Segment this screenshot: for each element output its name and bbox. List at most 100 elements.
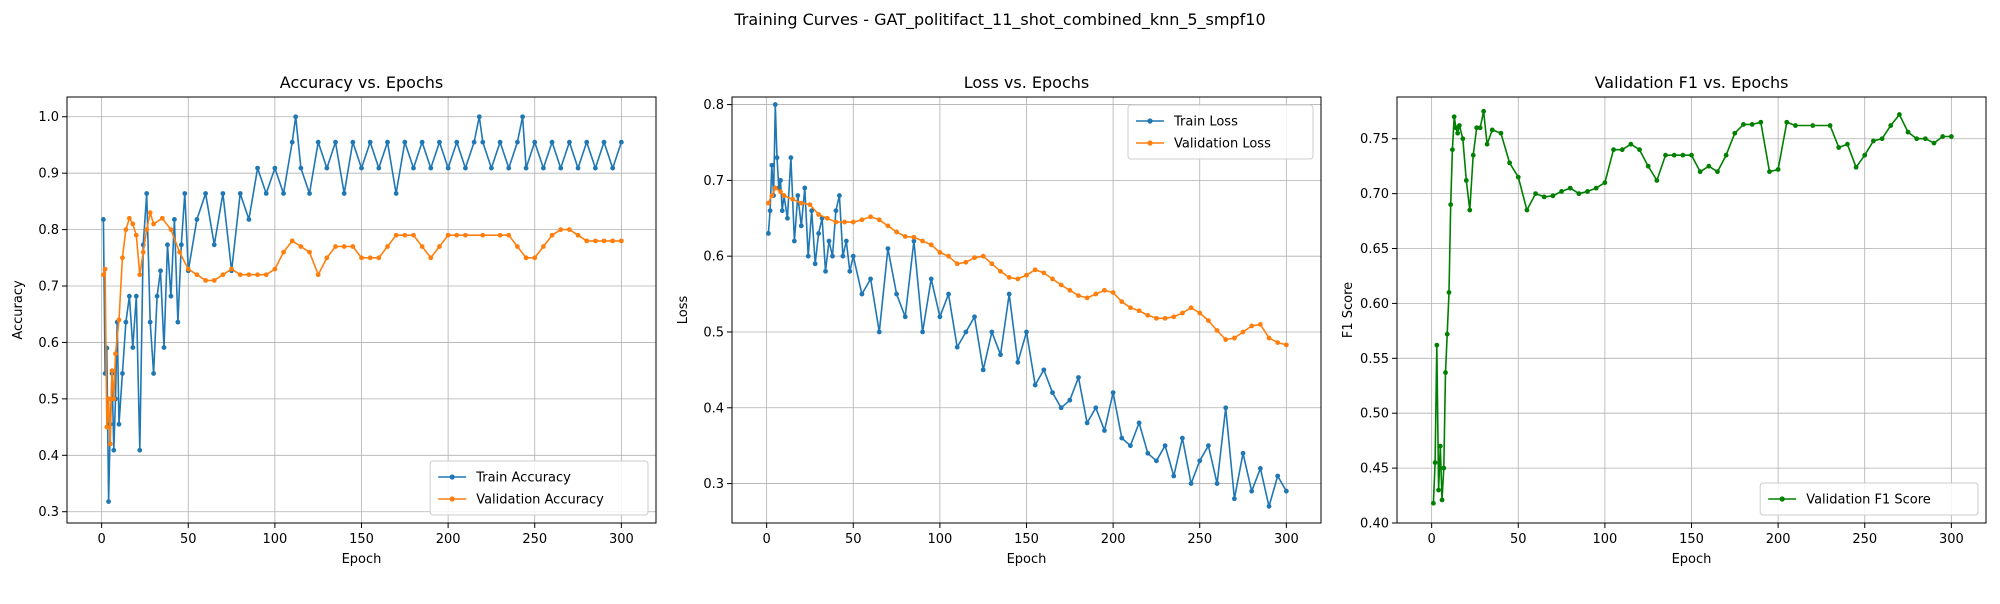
data-point: [113, 351, 118, 357]
data-point: [1430, 500, 1436, 506]
data-point: [1450, 147, 1455, 153]
data-point: [540, 244, 546, 249]
data-point: [140, 249, 146, 255]
data-point: [850, 253, 856, 259]
data-point: [1741, 122, 1746, 127]
data-point: [1240, 329, 1246, 335]
data-point: [168, 293, 174, 299]
data-point: [144, 227, 150, 232]
data-point: [1119, 299, 1125, 305]
y-tick-label: 0.4: [703, 401, 724, 416]
data-point: [1879, 136, 1885, 142]
y-tick-label: 0.55: [1360, 352, 1389, 367]
legend-label: Validation Loss: [1174, 137, 1271, 152]
data-point: [298, 165, 304, 171]
data-point: [445, 165, 451, 171]
data-point: [540, 165, 546, 171]
data-point: [1628, 141, 1634, 147]
data-point: [393, 191, 399, 196]
data-point: [376, 255, 382, 261]
data-point: [324, 165, 330, 171]
data-point: [489, 165, 494, 171]
data-point: [1836, 145, 1842, 150]
data-point: [805, 253, 811, 259]
data-point: [229, 266, 234, 272]
data-point: [1240, 450, 1246, 456]
data-point: [937, 249, 943, 255]
data-point: [1266, 503, 1272, 509]
data-point: [1102, 287, 1107, 293]
data-point: [1550, 193, 1556, 199]
data-point: [826, 238, 832, 244]
data-point: [315, 139, 321, 145]
data-point: [1205, 318, 1211, 324]
data-point: [1006, 291, 1012, 297]
chart-panel-1: 0 50 100 150 200 250 300 0.3 0.4 0.5 0.6 0.7 0.8 0.9 1…: [11, 73, 657, 567]
data-point: [575, 165, 581, 171]
data-point: [1136, 420, 1142, 426]
data-point: [928, 276, 934, 282]
data-point: [211, 242, 217, 248]
data-point: [1076, 293, 1081, 298]
data-point: [1093, 405, 1099, 411]
data-point: [1896, 112, 1902, 117]
series-line: [767, 103, 1288, 508]
data-point: [411, 165, 416, 171]
data-point: [1567, 185, 1573, 191]
data-point: [902, 314, 908, 320]
y-tick-label: 0.7: [703, 174, 724, 189]
data-point: [151, 371, 157, 376]
series-1: [765, 102, 1289, 509]
data-point: [1249, 488, 1255, 494]
data-point: [894, 229, 899, 235]
chart-title: Accuracy vs. Epochs: [280, 73, 443, 92]
data-point: [263, 191, 269, 196]
data-point: [920, 329, 925, 335]
data-point: [506, 232, 512, 238]
data-point: [894, 291, 899, 297]
data-point: [769, 193, 775, 198]
data-point: [147, 319, 153, 325]
data-point: [816, 212, 822, 217]
data-point: [520, 114, 526, 120]
data-point: [220, 191, 226, 196]
data-point: [767, 208, 773, 214]
y-tick-label: 0.4: [38, 449, 59, 464]
data-point: [1162, 443, 1168, 449]
legend-label: Train Loss: [1173, 115, 1238, 130]
data-point: [1015, 276, 1021, 282]
data-point: [1214, 328, 1220, 333]
data-point: [1231, 496, 1237, 502]
x-tick-label: 100: [262, 532, 287, 547]
data-point: [1443, 370, 1448, 375]
data-point: [272, 165, 278, 171]
x-tick-label: 0: [1428, 532, 1436, 547]
data-point: [1444, 331, 1450, 337]
data-point: [1940, 134, 1946, 139]
data-point: [1058, 405, 1064, 411]
data-point: [350, 244, 356, 249]
data-point: [772, 185, 778, 191]
data-point: [1171, 314, 1177, 320]
data-point: [263, 272, 269, 278]
x-tick-label: 50: [845, 532, 862, 547]
data-point: [1441, 465, 1447, 471]
data-point: [515, 139, 520, 145]
data-point: [963, 329, 969, 335]
data-point: [1067, 397, 1073, 403]
data-point: [137, 272, 143, 278]
data-point: [341, 244, 347, 249]
data-point: [1128, 305, 1133, 311]
data-point: [823, 268, 828, 274]
data-point: [998, 352, 1003, 358]
data-point: [798, 223, 804, 229]
data-point: [515, 244, 520, 249]
y-tick-label: 0.8: [703, 98, 724, 113]
data-point: [1663, 152, 1668, 158]
y-axis-label: Accuracy: [11, 280, 26, 340]
legend: Validation F1 Score: [1759, 482, 1979, 516]
data-point: [237, 272, 243, 278]
plot-frame: [731, 96, 1322, 524]
x-tick-label: 150: [349, 532, 374, 547]
data-point: [1593, 185, 1599, 191]
